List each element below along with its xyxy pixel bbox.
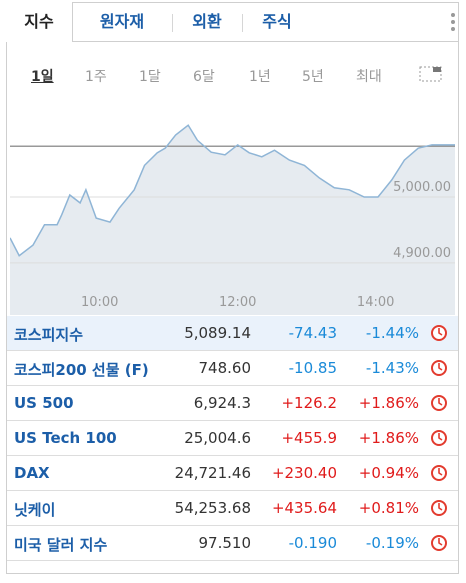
quote-row[interactable]: US 500 6,924.3 +126.2 +1.86% (7, 386, 458, 421)
quote-percent: +1.86% (358, 394, 419, 412)
tab[interactable]: 지수 (6, 2, 73, 42)
clock-icon (431, 430, 447, 446)
price-line (10, 124, 455, 257)
period-option[interactable]: 1달 (139, 69, 161, 85)
quote-change: +435.64 (271, 499, 337, 517)
clock-icon (431, 325, 447, 341)
clock-hand (438, 433, 443, 441)
clock-hand (438, 398, 443, 406)
quote-last: 6,924.3 (193, 394, 251, 412)
period-option[interactable]: 1년 (249, 69, 271, 85)
tab-bar: 지수 원자재 외환 주식 (6, 2, 459, 42)
quote-change: +455.9 (281, 429, 337, 447)
quote-name: 미국 달러 지수 (14, 536, 108, 554)
quote-last: 24,721.46 (174, 464, 251, 482)
quote-name: US 500 (14, 394, 74, 412)
y-tick-label: 4,900.00 (393, 246, 451, 261)
tab-separator (242, 14, 243, 32)
quote-percent: -1.43% (365, 359, 419, 377)
quote-last: 97.510 (198, 534, 252, 552)
quote-name: US Tech 100 (14, 429, 117, 447)
clock-hand (438, 503, 443, 511)
tab[interactable]: 주식 (262, 12, 292, 31)
quote-row[interactable]: US Tech 100 25,004.6 +455.9 +1.86% (7, 421, 458, 456)
period-option[interactable]: 6달 (193, 69, 215, 85)
quote-change: -0.190 (288, 534, 337, 552)
quote-last: 748.60 (198, 359, 252, 377)
fullscreen-icon[interactable] (419, 65, 443, 83)
quote-percent: -1.44% (365, 324, 419, 342)
menu-icon[interactable] (448, 12, 458, 32)
quote-change: -10.85 (288, 359, 337, 377)
quote-percent: -0.19% (365, 534, 419, 552)
quote-change: -74.43 (288, 324, 337, 342)
tab[interactable]: 원자재 (99, 12, 145, 31)
quote-change: +126.2 (281, 394, 337, 412)
quote-last: 25,004.6 (184, 429, 251, 447)
quote-change: +230.40 (271, 464, 337, 482)
quote-name: DAX (14, 464, 50, 482)
quote-last: 54,253.68 (174, 499, 251, 517)
period-option[interactable]: 1일 (31, 69, 54, 85)
tab[interactable]: 외환 (192, 12, 222, 31)
widget-frame (6, 2, 459, 574)
quote-last: 5,089.14 (184, 324, 251, 342)
clock-hand (438, 328, 443, 336)
chart: 4,900.00 5,000.00 10:00 12:00 14:00 (10, 124, 455, 315)
x-tick-label: 14:00 (357, 295, 394, 310)
y-tick-label: 5,000.00 (393, 180, 451, 195)
clock-icon (431, 535, 447, 551)
clock-icon (431, 395, 447, 411)
period-option[interactable]: 1주 (85, 69, 107, 85)
clock-icon (431, 465, 447, 481)
clock-hand (438, 538, 443, 546)
quote-percent: +0.81% (358, 499, 419, 517)
tab-separator (172, 14, 173, 32)
period-option[interactable]: 최대 (356, 69, 382, 85)
quote-row[interactable]: 미국 달러 지수 97.510 -0.190 -0.19% (7, 526, 458, 561)
clock-icon (431, 360, 447, 376)
quote-name: 코스피200 선물 (F) (14, 361, 149, 379)
clock-hand (438, 468, 443, 476)
quote-name: 코스피지수 (14, 326, 84, 344)
x-tick-label: 10:00 (81, 295, 118, 310)
x-tick-label: 12:00 (219, 295, 256, 310)
clock-icon (431, 500, 447, 516)
quote-row[interactable]: 코스피200 선물 (F) 748.60 -10.85 -1.43% (7, 351, 458, 386)
quote-row[interactable]: DAX 24,721.46 +230.40 +0.94% (7, 456, 458, 491)
area (10, 125, 455, 315)
quote-percent: +0.94% (358, 464, 419, 482)
clock-hand (438, 363, 443, 371)
quote-row[interactable]: 닛케이 54,253.68 +435.64 +0.81% (7, 491, 458, 526)
quote-percent: +1.86% (358, 429, 419, 447)
quote-name: 닛케이 (14, 501, 56, 519)
period-option[interactable]: 5년 (302, 69, 324, 85)
quote-row[interactable]: 코스피지수 5,089.14 -74.43 -1.44% (7, 316, 458, 351)
